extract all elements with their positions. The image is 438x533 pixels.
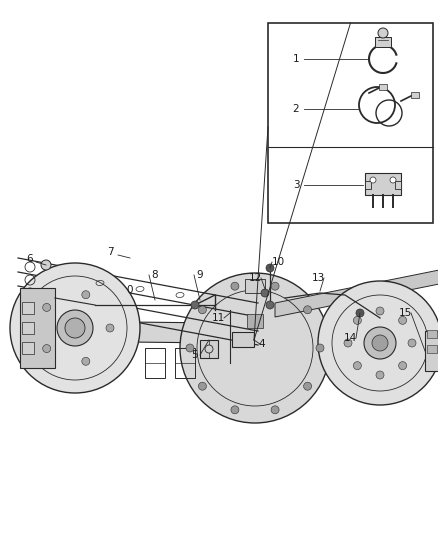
Circle shape [198, 382, 206, 390]
Text: 0: 0 [127, 285, 133, 295]
Circle shape [180, 273, 330, 423]
Circle shape [370, 177, 376, 183]
Text: 14: 14 [343, 333, 357, 343]
Text: 11: 11 [212, 313, 225, 323]
Bar [145, 348, 165, 378]
Circle shape [408, 339, 416, 347]
Text: 3: 3 [293, 180, 299, 190]
Polygon shape [275, 260, 438, 317]
Circle shape [378, 28, 388, 38]
Bar [22, 322, 34, 334]
Bar [395, 181, 401, 189]
Text: 5: 5 [192, 350, 198, 360]
Circle shape [376, 307, 384, 315]
Circle shape [261, 289, 269, 297]
Text: 1: 1 [293, 54, 299, 64]
Circle shape [316, 344, 324, 352]
Circle shape [353, 317, 361, 325]
Polygon shape [28, 321, 420, 345]
Circle shape [57, 310, 93, 346]
Bar [268, 23, 433, 223]
Circle shape [390, 177, 396, 183]
Circle shape [198, 306, 206, 314]
Circle shape [82, 357, 90, 365]
Circle shape [186, 344, 194, 352]
Circle shape [372, 335, 388, 351]
Circle shape [82, 290, 90, 298]
Circle shape [65, 318, 85, 338]
Text: 15: 15 [399, 308, 412, 318]
Bar [427, 345, 437, 353]
Bar [232, 332, 254, 347]
Circle shape [231, 282, 239, 290]
Bar [22, 302, 34, 314]
Circle shape [41, 260, 51, 270]
Circle shape [399, 361, 406, 369]
Text: 7: 7 [107, 247, 113, 257]
Circle shape [205, 345, 213, 353]
Text: 10: 10 [272, 257, 285, 267]
Bar [427, 330, 437, 338]
Bar [375, 37, 391, 47]
Bar [365, 173, 401, 195]
Circle shape [356, 309, 364, 317]
Circle shape [271, 406, 279, 414]
Circle shape [353, 361, 361, 369]
Text: 8: 8 [152, 270, 158, 280]
Bar [425, 331, 438, 371]
Circle shape [376, 371, 384, 379]
Circle shape [344, 339, 352, 347]
Bar [175, 348, 195, 378]
Bar [245, 279, 265, 293]
Circle shape [231, 406, 239, 414]
Bar [200, 340, 218, 358]
Text: 2: 2 [293, 104, 299, 114]
Circle shape [304, 382, 311, 390]
Text: 6: 6 [27, 254, 33, 264]
Circle shape [10, 263, 140, 393]
Bar [365, 181, 371, 189]
Text: 13: 13 [311, 273, 325, 283]
Bar [20, 288, 55, 368]
Bar [22, 342, 34, 354]
Circle shape [318, 281, 438, 405]
Circle shape [191, 301, 199, 309]
Bar [411, 92, 419, 98]
Text: 4: 4 [259, 339, 265, 349]
Circle shape [364, 327, 396, 359]
Circle shape [42, 344, 51, 352]
Bar [247, 314, 263, 328]
Circle shape [399, 317, 406, 325]
Bar [379, 84, 387, 90]
Circle shape [271, 282, 279, 290]
Text: 9: 9 [197, 270, 203, 280]
Text: 12: 12 [248, 273, 261, 283]
Circle shape [106, 324, 114, 332]
Circle shape [266, 264, 274, 272]
Circle shape [42, 303, 51, 311]
Circle shape [266, 301, 274, 309]
Circle shape [304, 306, 311, 314]
